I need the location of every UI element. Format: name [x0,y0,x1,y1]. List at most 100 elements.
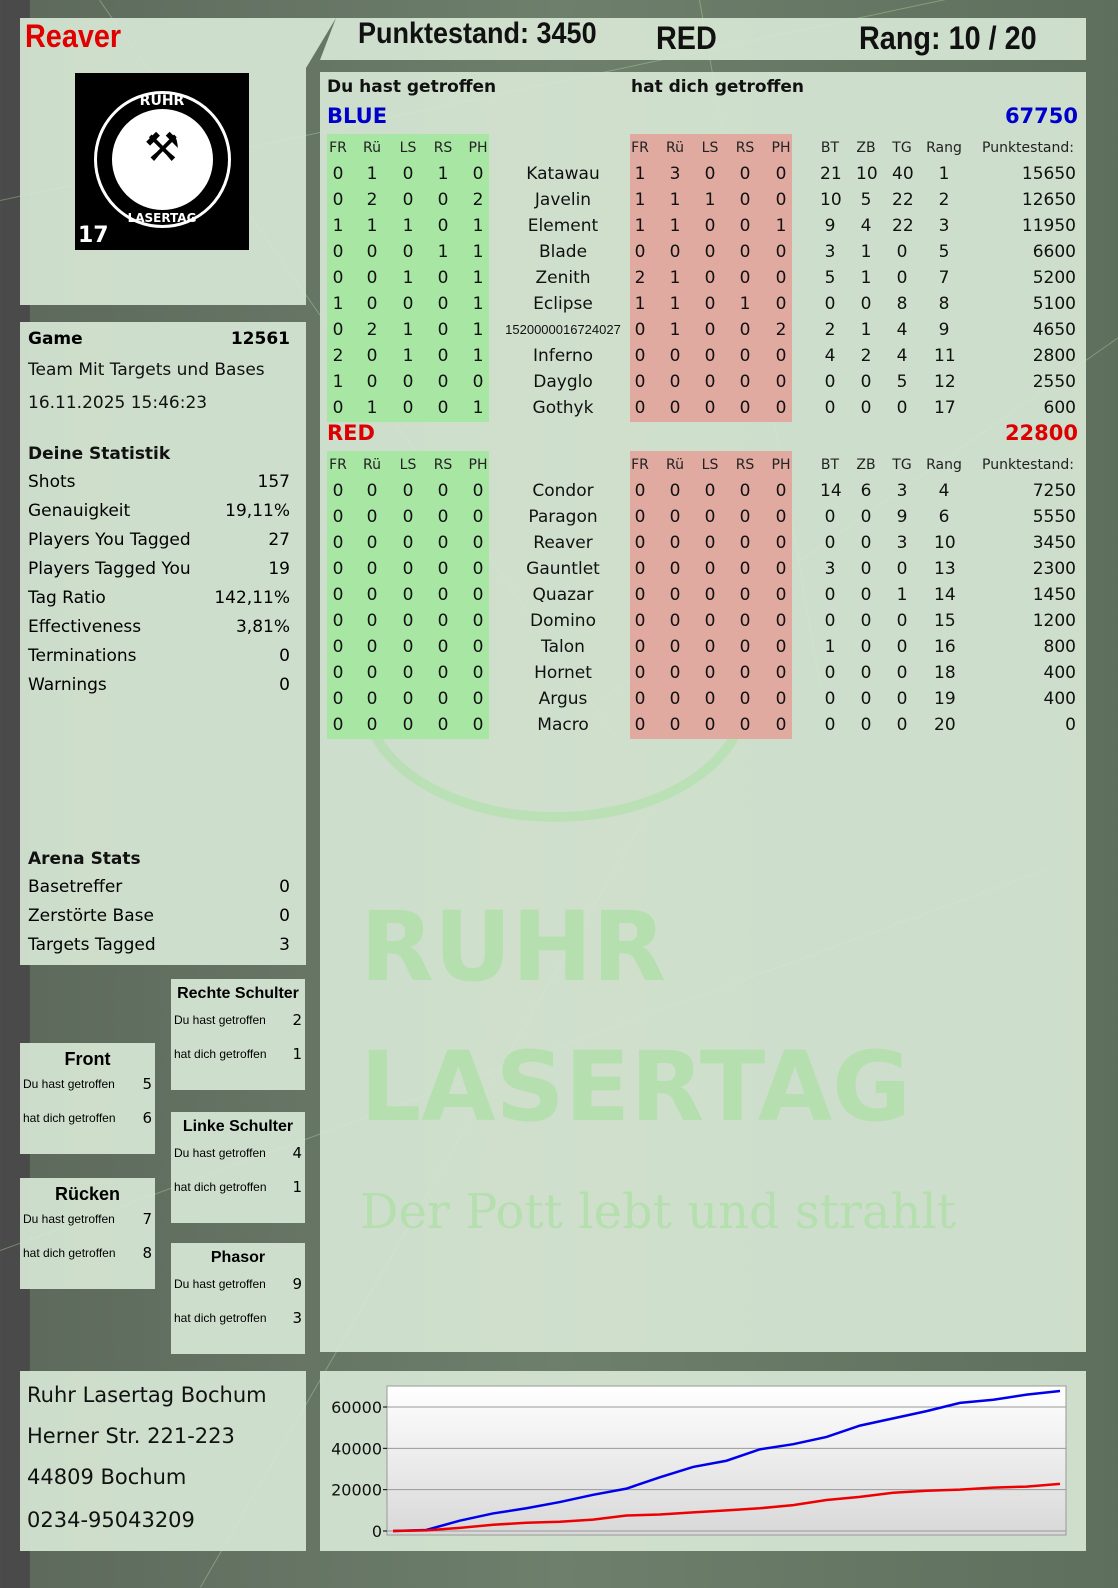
you-hit-cell: 0 [332,663,344,683]
column-header: FR [631,457,649,473]
stat-cell: 0 [860,398,872,418]
hit-you-cell: 0 [634,398,646,418]
you-hit-cell: 0 [437,533,449,553]
hit-you-cell: 1 [669,216,681,236]
hit-you-cell: 0 [634,507,646,527]
y-tick-label: 20000 [331,1481,382,1500]
you-hit-cell: 0 [366,689,378,709]
red-team-line [392,1482,1061,1533]
stat-row: Players Tagged You 19 [28,559,290,579]
hit-zone-box: Linke Schulter Du hast getroffen 4 hat dich… [171,1112,305,1223]
score-chart: 0 20000 40000 60000 [331,1385,1067,1541]
you-hit-cell: 0 [472,533,484,553]
you-hit-block [327,451,489,739]
you-hit-label: Du hast getroffen [174,1013,266,1027]
you-hit-cell: 1 [402,320,414,340]
you-hit-cell: 0 [332,268,344,288]
you-hit-cell: 0 [366,346,378,366]
player-name-cell: Element [527,216,599,236]
hit-you-cell: 0 [634,715,646,735]
hit-you-cell: 0 [704,507,716,527]
hit-you-cell: 0 [634,585,646,605]
player-name-cell: Katawau [526,164,600,184]
you-hit-cell: 1 [472,268,484,288]
player-name-cell: Blade [538,242,588,262]
stat-cell: 0 [896,268,908,288]
column-header: PH [771,140,791,156]
column-header: ZB [856,140,876,156]
stat-cell: 22 [892,216,914,236]
stat-cell: 1 [860,242,872,262]
hit-you-cell: 3 [669,164,681,184]
stat-cell: 0 [860,611,872,631]
stat-cell: 0 [860,372,872,392]
you-hit-cell: 1 [402,346,414,366]
column-header: LS [701,140,719,156]
stat-cell: 1 [824,637,836,657]
points-cell: 4650 [1032,320,1076,340]
hit-you-cell: 1 [669,294,681,314]
hit-you-cell: 0 [704,320,716,340]
hit-you-cell: 0 [704,559,716,579]
points-cell: 5100 [1032,294,1076,314]
column-header: PH [468,140,488,156]
stat-cell: 5 [860,190,872,210]
stat-cell: 13 [934,559,956,579]
you-hit-cell: 1 [472,320,484,340]
you-hit-value: 7 [142,1210,152,1228]
points-cell: 11950 [1021,216,1076,236]
hit-you-cell: 0 [704,216,716,236]
you-hit-cell: 0 [402,689,414,709]
you-hit-cell: 2 [366,190,378,210]
player-name-cell: Hornet [534,663,592,683]
stat-cell: 17 [934,398,956,418]
you-hit-cell: 0 [437,190,449,210]
you-hit-cell: 0 [366,507,378,527]
stat-cell: 5 [896,372,908,392]
hit-you-cell: 0 [775,190,787,210]
hit-you-value: 1 [292,1178,302,1196]
column-header: PH [771,457,791,473]
hit-you-value: 1 [292,1045,302,1063]
hit-you-cell: 0 [669,346,681,366]
hit-you-value: 3 [292,1309,302,1327]
you-hit-cell: 0 [437,507,449,527]
stat-cell: 0 [824,689,836,709]
hit-you-cell: 0 [739,689,751,709]
player-name-cell: Macro [537,715,589,735]
column-header: FR [631,140,649,156]
hit-you-cell: 0 [669,585,681,605]
stat-cell: 7 [938,268,950,288]
player-name-cell: Talon [541,637,585,657]
player-name-cell: 1520000016724027 [505,322,621,337]
header-bar [320,18,1086,60]
scoreboard-panel: RUHR LASERTAG Der Pott lebt und strahlt … [320,72,1086,1352]
points-cell: 7250 [1032,481,1076,501]
stat-cell: 0 [860,559,872,579]
hit-you-cell: 0 [775,346,787,366]
hit-you-cell: 0 [669,611,681,631]
hit-you-cell: 1 [634,294,646,314]
stat-cell: 22 [892,190,914,210]
you-hit-cell: 0 [402,585,414,605]
hit-you-cell: 0 [704,294,716,314]
hit-you-cell: 0 [739,190,751,210]
you-hit-cell: 1 [332,294,344,314]
points-cell: 5200 [1032,268,1076,288]
stat-cell: 3 [824,559,836,579]
hit-you-cell: 0 [775,637,787,657]
column-header: Rü [666,140,684,156]
player-name-cell: Javelin [534,190,592,210]
you-hit-cell: 0 [437,689,449,709]
address-line-1: Ruhr Lasertag Bochum [27,1383,267,1407]
hit-you-cell: 0 [775,715,787,735]
you-hit-cell: 1 [472,346,484,366]
blue-team-line [392,1389,1061,1533]
you-hit-cell: 0 [366,559,378,579]
hit-you-cell: 0 [669,559,681,579]
player-name-cell: Eclipse [533,294,593,314]
you-hit-cell: 2 [472,190,484,210]
hit-you-cell: 0 [634,663,646,683]
hit-you-cell: 0 [739,346,751,366]
hit-you-cell: 0 [669,481,681,501]
